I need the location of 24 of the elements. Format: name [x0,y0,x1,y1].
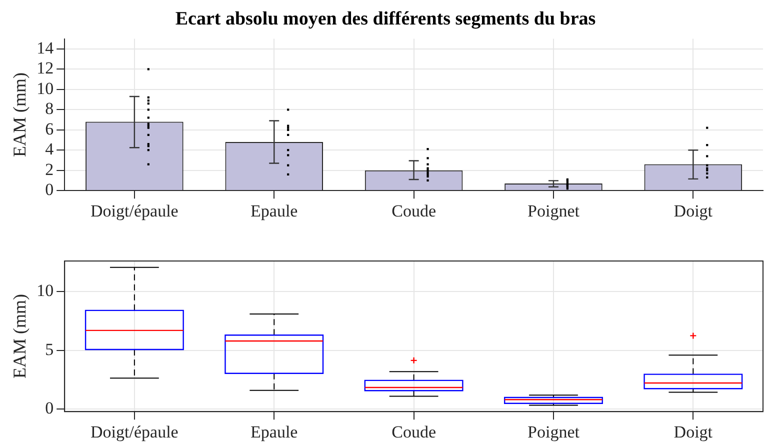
y-tick-label: 6 [45,119,54,138]
y-tick-label: 10 [36,78,54,98]
y-tick-label: 0 [45,180,54,200]
x-tick-label: Poignet [528,422,580,442]
x-tick-label: Epaule [250,422,298,442]
x-tick-label: Doigt [674,422,713,442]
y-axis-title: EAM (mm) [10,72,30,157]
y-tick-label: 2 [45,160,54,179]
y-tick-label: 8 [45,99,54,118]
y-tick-label: 0 [45,398,54,418]
x-tick-label: Epaule [250,201,298,220]
y-tick-label: 10 [36,281,54,300]
x-tick-label: Poignet [528,201,580,220]
x-tick-label: Doigt/épaule [90,422,178,442]
y-tick-label: 12 [36,58,54,78]
x-tick-label: Coude [392,201,436,220]
x-tick-label: Coude [392,422,436,442]
y-tick-label: 5 [45,340,54,359]
x-tick-label: Doigt [674,201,713,220]
chart-title: Ecart absolu moyen des différents segments du bras [175,8,596,30]
x-tick-label: Doigt/épaule [90,201,178,220]
y-axis-title: EAM (mm) [10,294,30,379]
y-tick-label: 14 [36,38,54,58]
y-tick-label: 4 [45,140,54,159]
